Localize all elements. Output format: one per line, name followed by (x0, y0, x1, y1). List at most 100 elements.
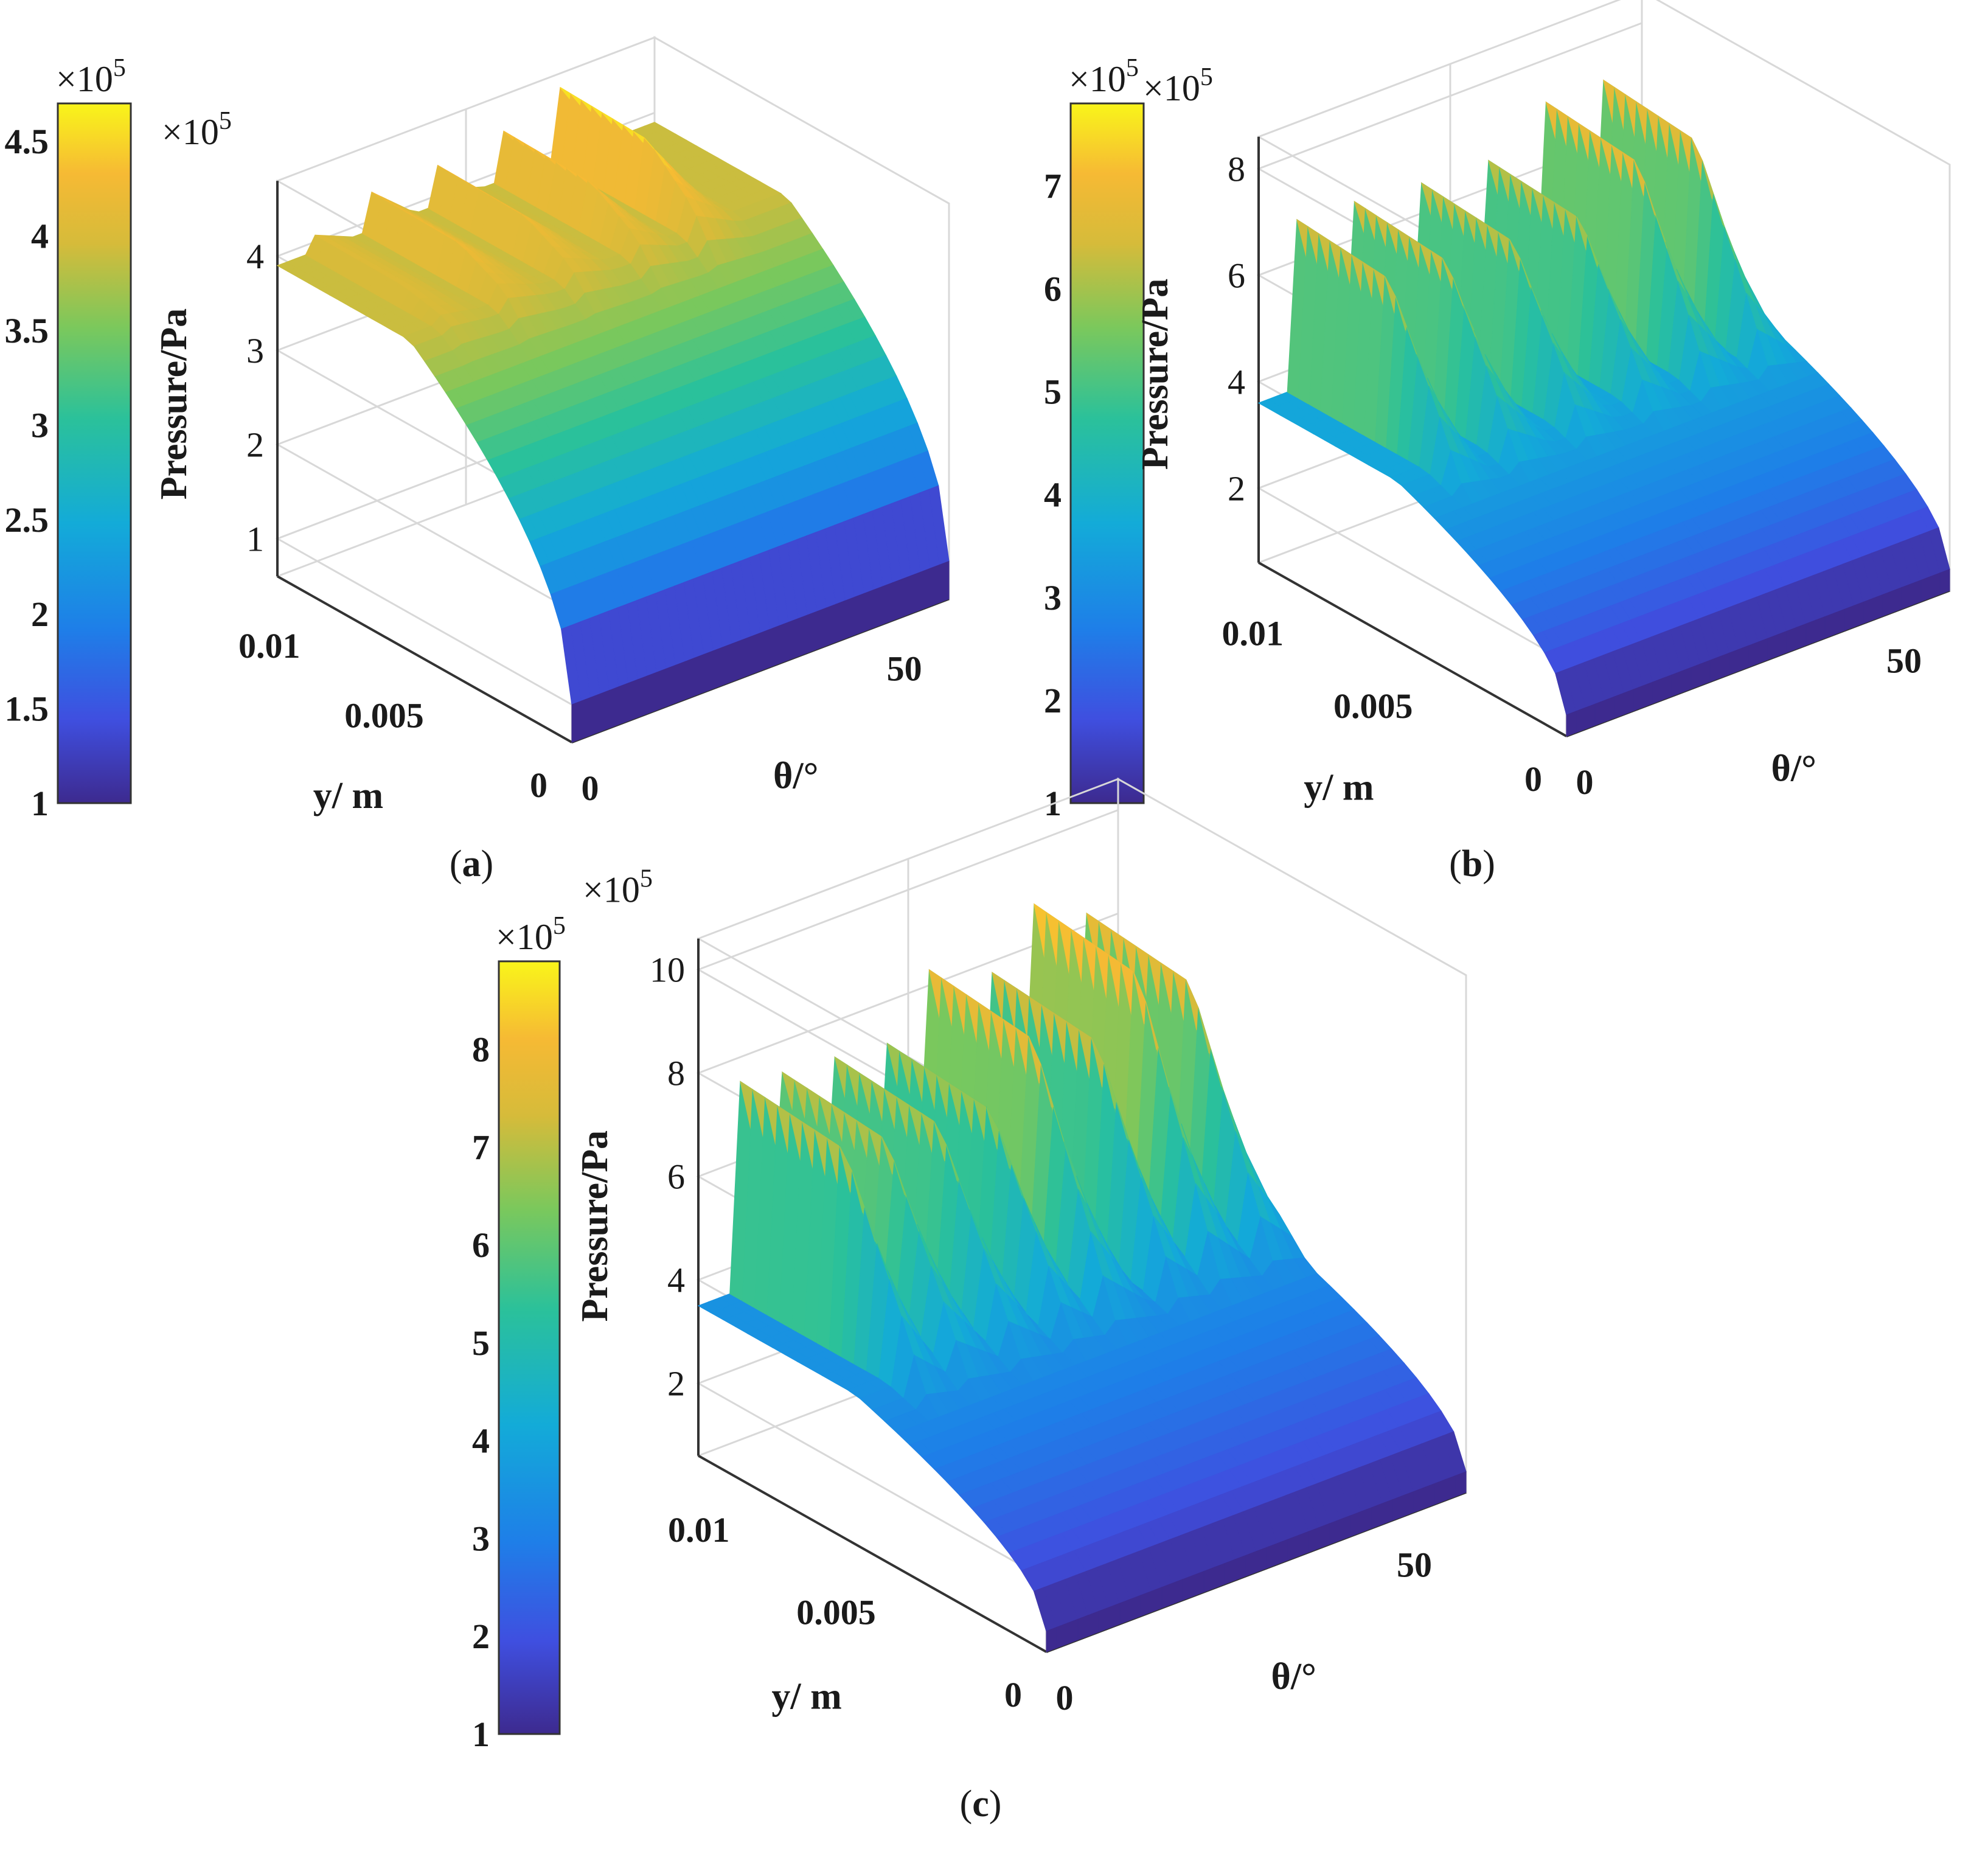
surface-front-face (1298, 1531, 1309, 1557)
surface-front-face (1382, 1499, 1393, 1525)
surface-front-face (835, 600, 846, 642)
colorbar-c-exponent: ×105 (496, 912, 566, 957)
surface-front-face (1892, 587, 1902, 613)
surface-front-face (581, 697, 591, 739)
surface-front-face (1130, 1595, 1141, 1621)
colorbar-tick-label: 3 (31, 405, 49, 445)
surface-front-face (826, 604, 836, 646)
caption-c: (c) (960, 1783, 1002, 1825)
colorbar-tick-label: 2 (1044, 681, 1062, 720)
y-axis-line (698, 1454, 1047, 1653)
surface-front-face (1340, 1515, 1351, 1541)
colorbar-tick-label: 2 (472, 1617, 490, 1656)
colorbar-tick-label: 3 (1044, 578, 1062, 618)
surface-front-face (779, 621, 789, 664)
colorbar-tick-label: 3.5 (5, 311, 49, 350)
z-tick-label: 4 (1228, 362, 1245, 402)
y-tick-label: 0 (1004, 1675, 1022, 1715)
caption-a: (a) (450, 843, 493, 885)
surface-front-face (873, 586, 883, 629)
surface-front-face (1700, 660, 1711, 686)
y-axis-label: y/ m (1304, 767, 1374, 808)
surface-front-face (1872, 594, 1883, 621)
panel-a: ×105 1 1.5 2 2.5 3 3.5 4 4.5 1 2 3 4 0 0.005 0.01 0 50 ×… (5, 36, 950, 885)
y-tick-label: 0.005 (344, 695, 424, 735)
surface-front-face (1224, 1559, 1236, 1585)
colorbar-a-bar (57, 102, 132, 804)
colorbar-tick-label: 8 (472, 1030, 490, 1070)
surface-front-face (854, 593, 864, 636)
theta-tick-label: 50 (1886, 641, 1922, 681)
y-tick-label: 0 (530, 765, 547, 805)
surface-front-face (1662, 674, 1672, 700)
surface-front-face (1920, 576, 1931, 602)
colorbar-tick-label: 4 (472, 1421, 490, 1461)
theta-tick-label: 0 (582, 768, 599, 808)
z-exponent: ×105 (1143, 63, 1213, 108)
surface-front-face (1056, 1623, 1068, 1649)
surface-front-face (609, 686, 619, 729)
z-tick-label: 10 (650, 950, 685, 990)
surface-front-face (1046, 1626, 1057, 1652)
surface-front-face (1172, 1579, 1183, 1605)
surface-front-face (788, 618, 799, 661)
colorbar-tick-label: 2.5 (5, 500, 49, 540)
colorbar-tick-label: 6 (1044, 269, 1062, 308)
z-tick-label: 3 (246, 331, 264, 371)
surface-front-face (1403, 1491, 1414, 1517)
surface-front-face (1182, 1575, 1194, 1601)
surface-front-face (1652, 678, 1663, 704)
colorbar-tick-label: 2 (31, 594, 49, 634)
theta-tick-label: 0 (1056, 1678, 1074, 1718)
surface-front-face (1434, 1479, 1445, 1505)
surface-front-face (1109, 1603, 1121, 1629)
surface-front-face (1824, 612, 1835, 639)
surface-front-face (713, 647, 723, 689)
theta-axis-label: θ/° (773, 755, 818, 796)
colorbar-tick-label: 1 (31, 784, 49, 823)
colorbar-a-ticks: 1 1.5 2 2.5 3 3.5 4 4.5 (5, 122, 49, 823)
surface-front-face (1834, 608, 1845, 635)
surface-front-face (1119, 1598, 1131, 1624)
z-tick-label: 2 (1228, 468, 1245, 508)
surface-front-face (760, 629, 770, 671)
surface-front-face (1077, 1615, 1089, 1641)
colorbar-tick-label: 6 (472, 1225, 490, 1265)
surface-front-face (628, 679, 638, 722)
surface-front-face (1882, 590, 1892, 617)
surface-front-face (1939, 568, 1950, 595)
surface-front-face (892, 579, 902, 621)
surface-front-face (1371, 1503, 1383, 1529)
colorbar-tick-label: 1 (472, 1715, 490, 1754)
z-tick-label: 1 (246, 519, 264, 559)
surface-front-face (600, 689, 610, 733)
surface-front-face (1844, 605, 1854, 632)
surface-front-face (1642, 681, 1653, 708)
surface-front-face (1614, 692, 1624, 719)
theta-tick-label: 50 (1397, 1545, 1432, 1585)
surface-front-face (1719, 652, 1730, 678)
surface-front-face (1796, 623, 1807, 650)
surface-front-face (666, 664, 676, 707)
y-axis-line (277, 575, 572, 743)
colorbar-tick-label: 7 (1044, 166, 1062, 206)
surface-front-face (864, 589, 874, 632)
surface-front-face (1854, 601, 1864, 628)
surface-front-face (807, 611, 818, 653)
surface-front-face (883, 582, 893, 625)
y-tick-label: 0 (1524, 759, 1542, 799)
surface-front-face (1604, 696, 1615, 722)
colorbar-b-exponent: ×105 (1069, 54, 1139, 99)
surface-front-face (1088, 1610, 1099, 1637)
surface-front-face (1806, 619, 1816, 646)
y-tick-label: 0.005 (1333, 686, 1413, 726)
surface-front-face (911, 571, 921, 614)
y-tick-label: 0.005 (796, 1593, 876, 1632)
surface-front-face (1235, 1555, 1246, 1581)
surface-front-face (703, 650, 714, 693)
surface-front-face (1161, 1583, 1173, 1609)
axes-b: 2 4 6 8 0 0.005 0.01 0 50 ×105 Pressure/Pa y/ m θ/° (1135, 0, 1951, 808)
